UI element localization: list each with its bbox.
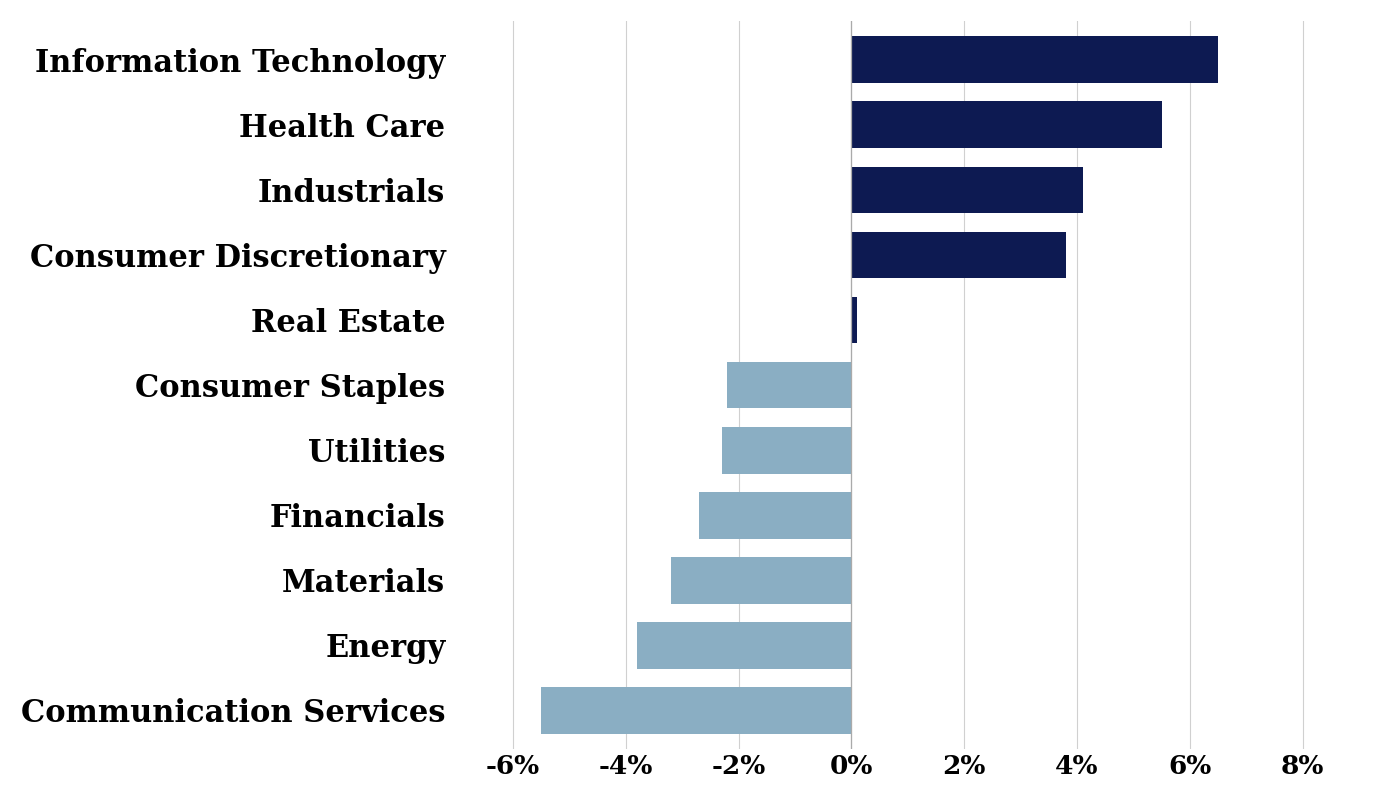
- Bar: [851, 37, 1219, 83]
- Bar: [851, 166, 1083, 214]
- Bar: [638, 622, 851, 669]
- Bar: [851, 102, 1162, 148]
- Bar: [700, 492, 851, 538]
- Bar: [851, 231, 1065, 278]
- Bar: [671, 557, 851, 604]
- Bar: [722, 426, 851, 474]
- Bar: [727, 362, 851, 409]
- Bar: [541, 687, 851, 734]
- Bar: [851, 297, 857, 343]
